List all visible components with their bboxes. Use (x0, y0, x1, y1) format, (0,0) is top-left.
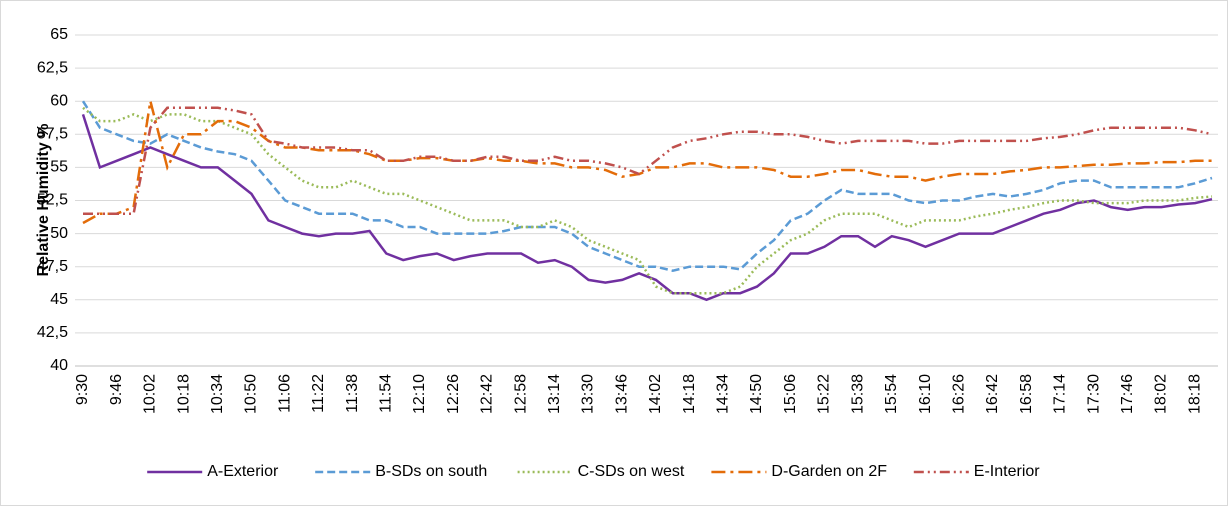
y-tick-label: 60 (50, 92, 68, 109)
y-tick-label: 65 (50, 26, 68, 43)
series-line (81, 114, 1213, 302)
x-tick-label: 16:58 (1018, 374, 1035, 414)
x-tick-label: 14:34 (715, 374, 732, 414)
y-tick-label: 62,5 (37, 59, 68, 76)
x-tick-label: 15:38 (849, 374, 866, 414)
legend-label: C-SDs on west (578, 463, 685, 480)
series-line (82, 106, 1213, 295)
series-line (81, 100, 1213, 272)
x-tick-label: 16:42 (984, 374, 1001, 414)
x-tick-label: 10:18 (175, 374, 192, 414)
x-tick-label: 9:30 (74, 374, 91, 405)
x-tick-label: 12:58 (512, 374, 529, 414)
x-tick-label: 15:54 (883, 374, 900, 414)
x-tick-label: 12:26 (445, 374, 462, 414)
y-tick-label: 57,5 (37, 126, 68, 143)
x-tick-label: 12:42 (479, 374, 496, 414)
x-tick-label: 16:26 (950, 374, 967, 414)
x-tick-label: 13:46 (613, 374, 630, 414)
y-tick-label: 50 (50, 225, 68, 242)
x-tick-label: 18:18 (1186, 374, 1203, 414)
legend-label: A-Exterior (207, 463, 279, 480)
y-tick-label: 40 (50, 357, 68, 374)
y-tick-label: 52,5 (37, 192, 68, 209)
legend-label: E-Interior (974, 463, 1040, 480)
x-tick-label: 13:14 (546, 374, 563, 414)
x-tick-label: 15:22 (816, 374, 833, 414)
x-tick-label: 11:54 (378, 374, 395, 413)
y-tick-label: 42,5 (37, 324, 68, 341)
series-line (82, 100, 1212, 225)
x-tick-label: 9:46 (108, 374, 125, 405)
x-tick-label: 14:18 (681, 374, 698, 414)
x-tick-label: 16:10 (917, 374, 934, 414)
x-tick-label: 10:50 (243, 374, 260, 414)
x-tick-label: 10:02 (142, 374, 159, 414)
legend-label: D-Garden on 2F (771, 463, 887, 480)
x-tick-label: 18:02 (1153, 374, 1170, 414)
x-tick-label: 13:30 (580, 374, 597, 414)
x-tick-label: 11:06 (276, 374, 293, 413)
y-tick-label: 45 (50, 291, 68, 308)
legend-label: B-SDs on south (375, 463, 487, 480)
x-tick-label: 11:22 (310, 374, 327, 413)
y-axis-title: Relative Humidity % (35, 124, 52, 277)
x-tick-label: 17:14 (1052, 374, 1069, 414)
x-tick-label: 12:10 (411, 374, 428, 414)
x-tick-label: 14:02 (647, 374, 664, 414)
x-tick-label: 11:38 (344, 374, 361, 413)
y-tick-label: 55 (50, 159, 68, 176)
x-tick-label: 17:46 (1119, 374, 1136, 414)
series-line (83, 106, 1213, 215)
x-tick-label: 10:34 (209, 374, 226, 414)
x-tick-label: 14:50 (748, 374, 765, 414)
x-tick-label: 15:06 (782, 374, 799, 414)
x-tick-label: 17:30 (1085, 374, 1102, 414)
y-tick-label: 47,5 (37, 258, 68, 275)
